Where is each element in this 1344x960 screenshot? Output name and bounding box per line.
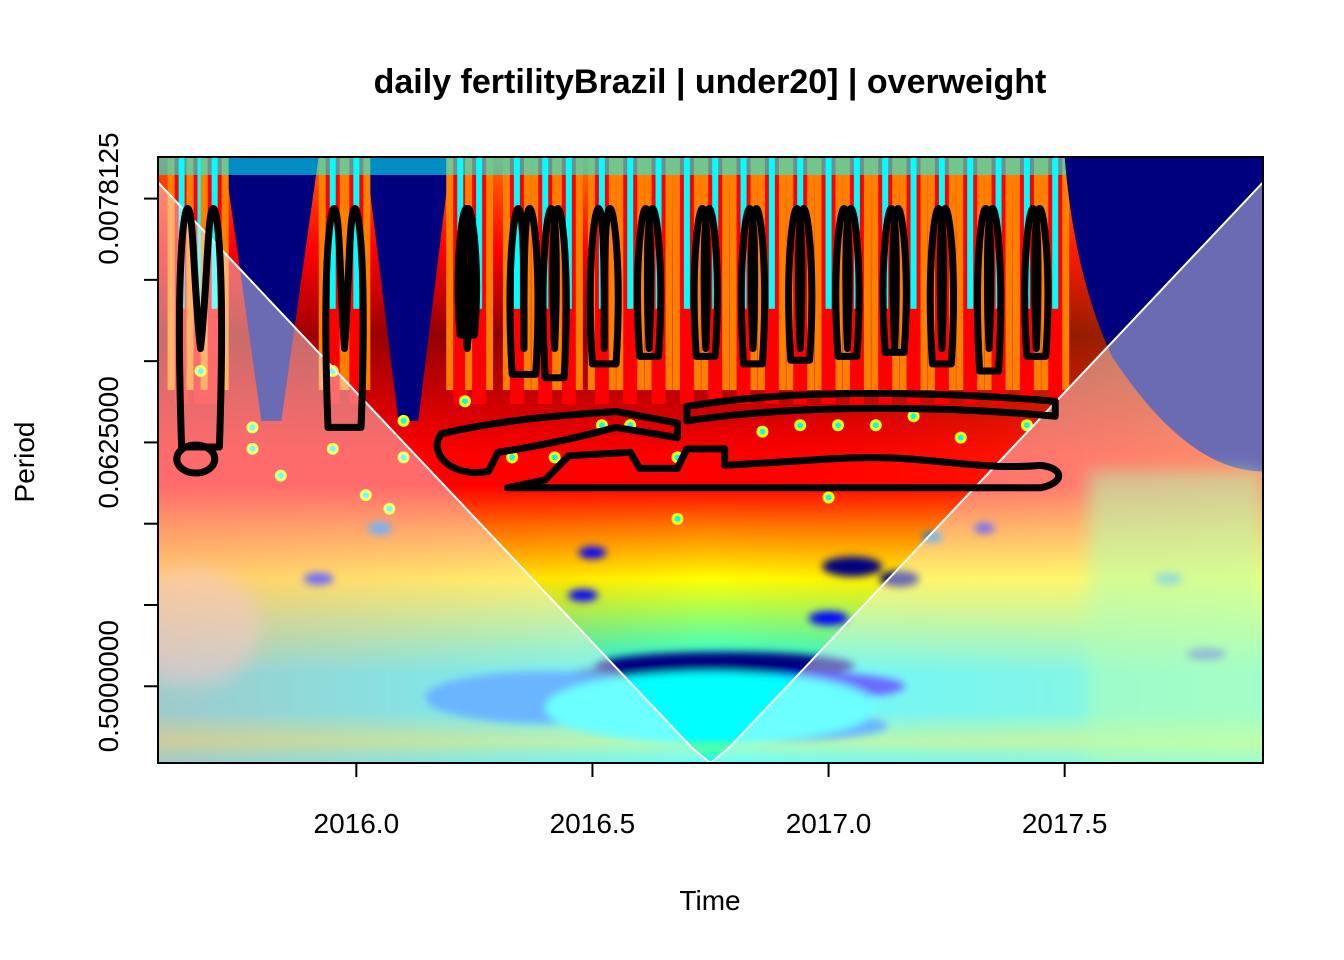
low-power-blob [974, 523, 995, 534]
significance-contour [690, 204, 721, 360]
significance-contour [879, 204, 910, 356]
finger-center [211, 157, 218, 309]
low-power-blobs [303, 522, 1227, 744]
low-power-blob [367, 522, 392, 535]
x-tick-label: 2017.5 [1022, 808, 1108, 839]
low-power-blob [578, 546, 607, 559]
ridge-dot-inner [249, 424, 256, 431]
low-power-valley [224, 157, 319, 421]
wavelet-power-heatmap [158, 157, 1263, 763]
ridge-dot-inner [400, 454, 407, 461]
ridge-dot-inner [759, 428, 766, 435]
y-axis-title: Period [9, 422, 40, 503]
ridge-dot-inner [872, 422, 879, 429]
finger-center [768, 157, 775, 309]
significance-contour [785, 204, 816, 364]
significance-contour [634, 204, 665, 360]
low-power-blob [922, 531, 943, 542]
significance-contour-band [683, 389, 1059, 425]
finger-center [565, 157, 572, 309]
finger-center [910, 157, 917, 309]
left-edge-fade [158, 566, 262, 687]
ridge-dot-inner [910, 413, 917, 420]
finger-center [476, 157, 483, 309]
significance-contour [322, 204, 367, 431]
low-power-blob [303, 572, 334, 585]
ridge-dot-inner [598, 422, 605, 429]
ridge-dot-inner [551, 454, 558, 461]
low-power-blob [822, 556, 883, 577]
y-tick-label: 0.0625000 [93, 376, 124, 508]
cone-of-influence-line [158, 181, 1263, 763]
significance-contour [832, 204, 863, 360]
finger-center [683, 157, 690, 309]
significance-contour [454, 204, 481, 352]
low-power-blob [545, 671, 876, 744]
low-power-blob [568, 589, 598, 602]
ridge-dot-inner [509, 454, 516, 461]
finger-center [353, 157, 360, 309]
finger-center [967, 157, 974, 309]
ridge-dot-inner [277, 472, 284, 479]
significance-contours [173, 204, 1063, 492]
ridge-dot-inner [797, 422, 804, 429]
significance-contour [926, 204, 957, 368]
ridge-dot-inner [249, 445, 256, 452]
finger-center [825, 157, 832, 309]
ridge-dot-inner [386, 505, 393, 512]
ridge-dot-inner [825, 494, 832, 501]
significance-contour-small [173, 441, 219, 477]
top-strip [158, 157, 1263, 175]
significance-contour [737, 204, 769, 368]
significance-contour [974, 204, 1005, 375]
ridge-dot-inner [197, 368, 204, 375]
significance-contour [506, 204, 542, 378]
finger-center [329, 157, 336, 309]
y-axis: 0.0078125 0.0625000 0.5000000 [93, 132, 159, 752]
significance-contour-band [503, 445, 1063, 492]
significance-contour [175, 204, 226, 451]
finger-center [1052, 157, 1059, 309]
ridge-dot-inner [362, 492, 369, 499]
significance-contour [586, 204, 622, 368]
chart-title: daily fertilityBrazil | under20] | overw… [374, 63, 1047, 101]
ridge-dot-inner [674, 515, 681, 522]
low-power-valley [365, 157, 451, 421]
x-axis-title: Time [679, 885, 740, 916]
finger-center [197, 157, 204, 309]
significance-contour [539, 204, 570, 382]
finger-center [513, 157, 520, 309]
ridge-dots [194, 365, 1033, 525]
cone-of-influence-shade [158, 182, 1263, 763]
finger-center [627, 157, 634, 309]
ridge-dot-inner [400, 417, 407, 424]
ridge-dot-inner [329, 445, 336, 452]
ridge-dot-inner [957, 434, 964, 441]
y-tick-label: 0.0078125 [93, 132, 124, 264]
ridge-dot-inner [1023, 422, 1030, 429]
y-tick-label: 0.5000000 [93, 620, 124, 752]
low-power-blob [879, 570, 920, 587]
x-tick-label: 2016.0 [314, 808, 400, 839]
ridge-dot-inner [461, 398, 468, 405]
x-axis: 2016.0 2016.5 2017.0 2017.5 [314, 762, 1108, 839]
low-power-blob [808, 611, 849, 626]
x-tick-label: 2016.5 [550, 808, 636, 839]
x-tick-label: 2017.0 [786, 808, 872, 839]
right-edge-fade [1088, 471, 1263, 763]
ridge-dot-inner [835, 422, 841, 429]
significance-contour [1021, 204, 1052, 360]
significance-contour-band [433, 407, 681, 477]
